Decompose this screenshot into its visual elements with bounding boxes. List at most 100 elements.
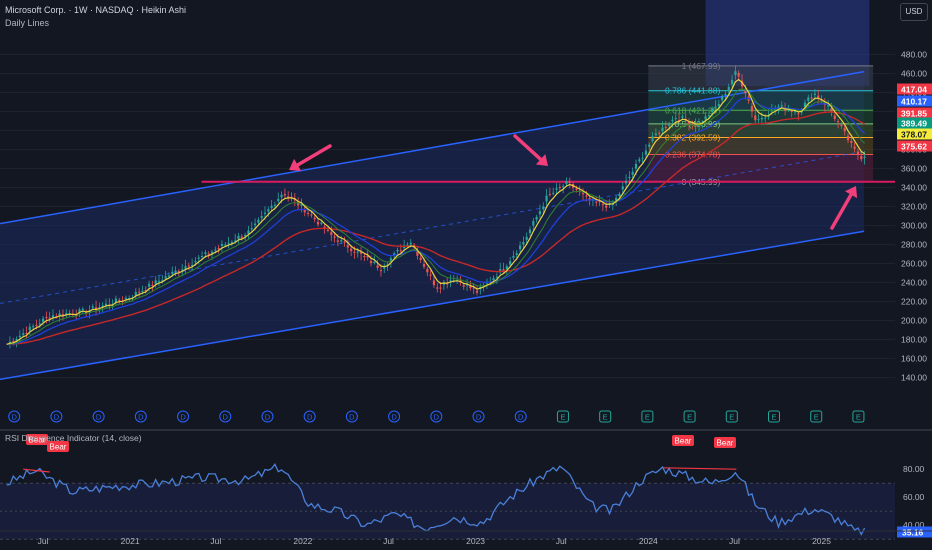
dividend-marker[interactable]: D — [472, 410, 485, 423]
candle-body[interactable] — [797, 113, 800, 115]
candle-body[interactable] — [41, 318, 45, 322]
candle-body[interactable] — [658, 132, 661, 134]
candle-body[interactable] — [157, 280, 161, 282]
candle-body[interactable] — [714, 106, 717, 108]
candle-body[interactable] — [426, 268, 429, 273]
candle-body[interactable] — [558, 186, 561, 188]
candle-body[interactable] — [518, 245, 522, 250]
candle-body[interactable] — [154, 280, 157, 284]
candle-body[interactable] — [393, 253, 396, 256]
candle-body[interactable] — [177, 271, 180, 273]
candle-body[interactable] — [475, 290, 479, 293]
candle-body[interactable] — [499, 269, 502, 273]
candle-body[interactable] — [280, 194, 283, 198]
candle-body[interactable] — [224, 244, 227, 246]
candle-body[interactable] — [91, 306, 94, 308]
candle-body[interactable] — [552, 192, 555, 194]
channel-lower-line[interactable] — [0, 230, 865, 381]
candle-body[interactable] — [326, 229, 330, 231]
candle-body[interactable] — [422, 264, 426, 267]
candle-body[interactable] — [780, 105, 783, 107]
candle-body[interactable] — [840, 124, 843, 126]
candle-body[interactable] — [303, 208, 306, 213]
candle-body[interactable] — [492, 278, 495, 280]
candle-body[interactable] — [601, 204, 604, 206]
candle-body[interactable] — [624, 180, 628, 184]
candle-body[interactable] — [538, 211, 542, 215]
candle-body[interactable] — [485, 282, 489, 284]
candle-body[interactable] — [737, 72, 740, 77]
candle-body[interactable] — [138, 291, 141, 293]
earnings-marker[interactable]: E — [768, 410, 781, 423]
candle-body[interactable] — [605, 205, 608, 208]
candle-body[interactable] — [472, 287, 475, 289]
candle-body[interactable] — [25, 332, 28, 334]
candle-body[interactable] — [668, 124, 671, 126]
candle-body[interactable] — [287, 196, 290, 198]
candle-body[interactable] — [820, 100, 823, 102]
candle-body[interactable] — [383, 267, 386, 269]
candle-body[interactable] — [654, 133, 657, 136]
annotation-arrow[interactable] — [513, 134, 548, 166]
candle-body[interactable] — [78, 309, 81, 313]
candle-body[interactable] — [379, 270, 383, 272]
earnings-marker[interactable]: E — [556, 410, 569, 423]
candle-body[interactable] — [376, 265, 379, 268]
candle-body[interactable] — [681, 116, 684, 118]
candle-body[interactable] — [58, 313, 61, 316]
candle-body[interactable] — [843, 128, 846, 132]
candle-body[interactable] — [469, 285, 472, 289]
candle-body[interactable] — [359, 252, 363, 254]
candle-body[interactable] — [214, 249, 217, 251]
candle-body[interactable] — [144, 290, 147, 292]
candle-body[interactable] — [562, 186, 565, 188]
candle-body[interactable] — [754, 115, 757, 121]
candle-body[interactable] — [204, 252, 207, 254]
candle-body[interactable] — [515, 253, 518, 255]
candle-body[interactable] — [704, 116, 707, 120]
candle-body[interactable] — [98, 307, 101, 309]
channel-mid-line[interactable] — [0, 150, 865, 304]
dividend-marker[interactable]: D — [514, 410, 527, 423]
candle-body[interactable] — [161, 280, 164, 282]
candle-body[interactable] — [267, 209, 270, 212]
candle-body[interactable] — [350, 248, 353, 252]
dividend-marker[interactable]: D — [92, 410, 105, 423]
candle-body[interactable] — [32, 326, 35, 328]
candle-body[interactable] — [432, 280, 436, 286]
candle-body[interactable] — [250, 228, 253, 230]
candle-body[interactable] — [340, 240, 343, 242]
candle-body[interactable] — [721, 96, 724, 101]
dividend-marker[interactable]: D — [177, 410, 190, 423]
candle-body[interactable] — [81, 308, 84, 310]
candle-body[interactable] — [101, 305, 104, 308]
candle-body[interactable] — [409, 242, 412, 245]
candle-body[interactable] — [48, 317, 51, 319]
candle-body[interactable] — [724, 93, 727, 95]
candle-body[interactable] — [330, 232, 333, 235]
candle-body[interactable] — [465, 284, 469, 286]
candle-body[interactable] — [369, 261, 373, 264]
candle-body[interactable] — [793, 111, 797, 113]
candle-body[interactable] — [525, 236, 528, 240]
candle-body[interactable] — [184, 266, 187, 269]
candle-body[interactable] — [638, 159, 641, 162]
candle-body[interactable] — [353, 251, 356, 253]
candle-body[interactable] — [734, 71, 737, 76]
candle-body[interactable] — [757, 119, 760, 121]
candle-body[interactable] — [783, 108, 787, 111]
candle-body[interactable] — [810, 97, 813, 99]
candle-body[interactable] — [439, 287, 442, 289]
candle-body[interactable] — [462, 285, 465, 287]
candle-body[interactable] — [542, 206, 545, 210]
candle-body[interactable] — [283, 194, 286, 196]
candle-body[interactable] — [230, 242, 233, 244]
dividend-marker[interactable]: D — [134, 410, 147, 423]
dividend-marker[interactable]: D — [388, 410, 401, 423]
candle-body[interactable] — [253, 223, 257, 226]
earnings-marker[interactable]: E — [725, 410, 738, 423]
candle-body[interactable] — [827, 105, 830, 107]
dividend-marker[interactable]: D — [303, 410, 316, 423]
candle-body[interactable] — [502, 269, 505, 271]
